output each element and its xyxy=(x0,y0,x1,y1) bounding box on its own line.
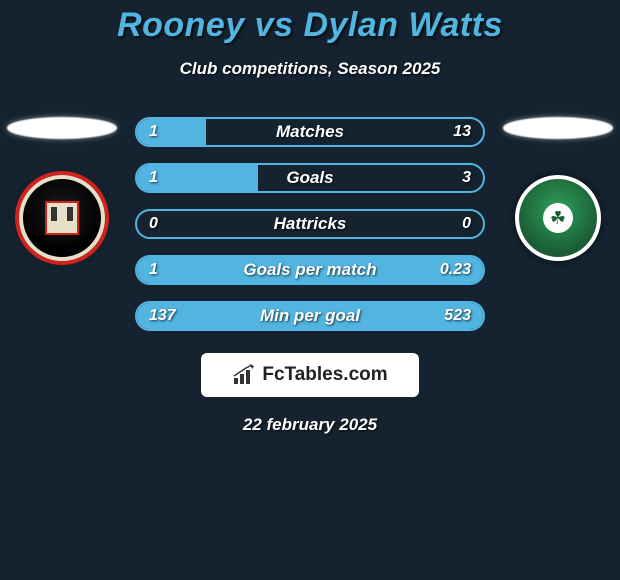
player-placeholder-right xyxy=(503,117,613,139)
stat-bar: 1 Goals per match 0.23 xyxy=(135,255,485,285)
stat-left-value: 0 xyxy=(149,215,158,233)
comparison-card: Rooney vs Dylan Watts Club competitions,… xyxy=(0,0,620,435)
stat-label: Goals xyxy=(286,168,333,188)
stats-column: 1 Matches 13 1 Goals 3 0 Hattricks 0 1 Goals per m… xyxy=(135,117,485,331)
logo-text: FcTables.com xyxy=(262,364,387,386)
stat-right-value: 0 xyxy=(462,215,471,233)
page-title: Rooney vs Dylan Watts xyxy=(0,6,620,45)
stat-fill xyxy=(137,119,206,145)
stat-right-value: 0.23 xyxy=(440,261,471,279)
stat-left-value: 1 xyxy=(149,123,158,141)
footer: FcTables.com 22 february 2025 xyxy=(0,353,620,435)
stat-right-value: 523 xyxy=(444,307,471,325)
stat-bar: 137 Min per goal 523 xyxy=(135,301,485,331)
bar-chart-icon xyxy=(232,364,256,386)
stat-bar: 0 Hattricks 0 xyxy=(135,209,485,239)
stat-right-value: 13 xyxy=(453,123,471,141)
page-subtitle: Club competitions, Season 2025 xyxy=(0,59,620,79)
main-row: 1 Matches 13 1 Goals 3 0 Hattricks 0 1 Goals per m… xyxy=(0,117,620,331)
club-badge-right: ☘ xyxy=(515,175,601,261)
stat-right-value: 3 xyxy=(462,169,471,187)
stat-left-value: 137 xyxy=(149,307,176,325)
stat-label: Min per goal xyxy=(260,306,360,326)
stat-label: Matches xyxy=(276,122,344,142)
player-placeholder-left xyxy=(7,117,117,139)
stat-bar: 1 Goals 3 xyxy=(135,163,485,193)
stat-left-value: 1 xyxy=(149,169,158,187)
stat-label: Goals per match xyxy=(243,260,376,280)
right-player-col: ☘ xyxy=(503,117,613,261)
footer-date: 22 february 2025 xyxy=(243,415,377,435)
crest-icon xyxy=(45,201,79,235)
left-player-col xyxy=(7,117,117,261)
shamrock-icon: ☘ xyxy=(543,203,573,233)
stat-bar: 1 Matches 13 xyxy=(135,117,485,147)
site-logo[interactable]: FcTables.com xyxy=(201,353,419,397)
stat-label: Hattricks xyxy=(274,214,347,234)
stat-left-value: 1 xyxy=(149,261,158,279)
club-badge-left xyxy=(19,175,105,261)
